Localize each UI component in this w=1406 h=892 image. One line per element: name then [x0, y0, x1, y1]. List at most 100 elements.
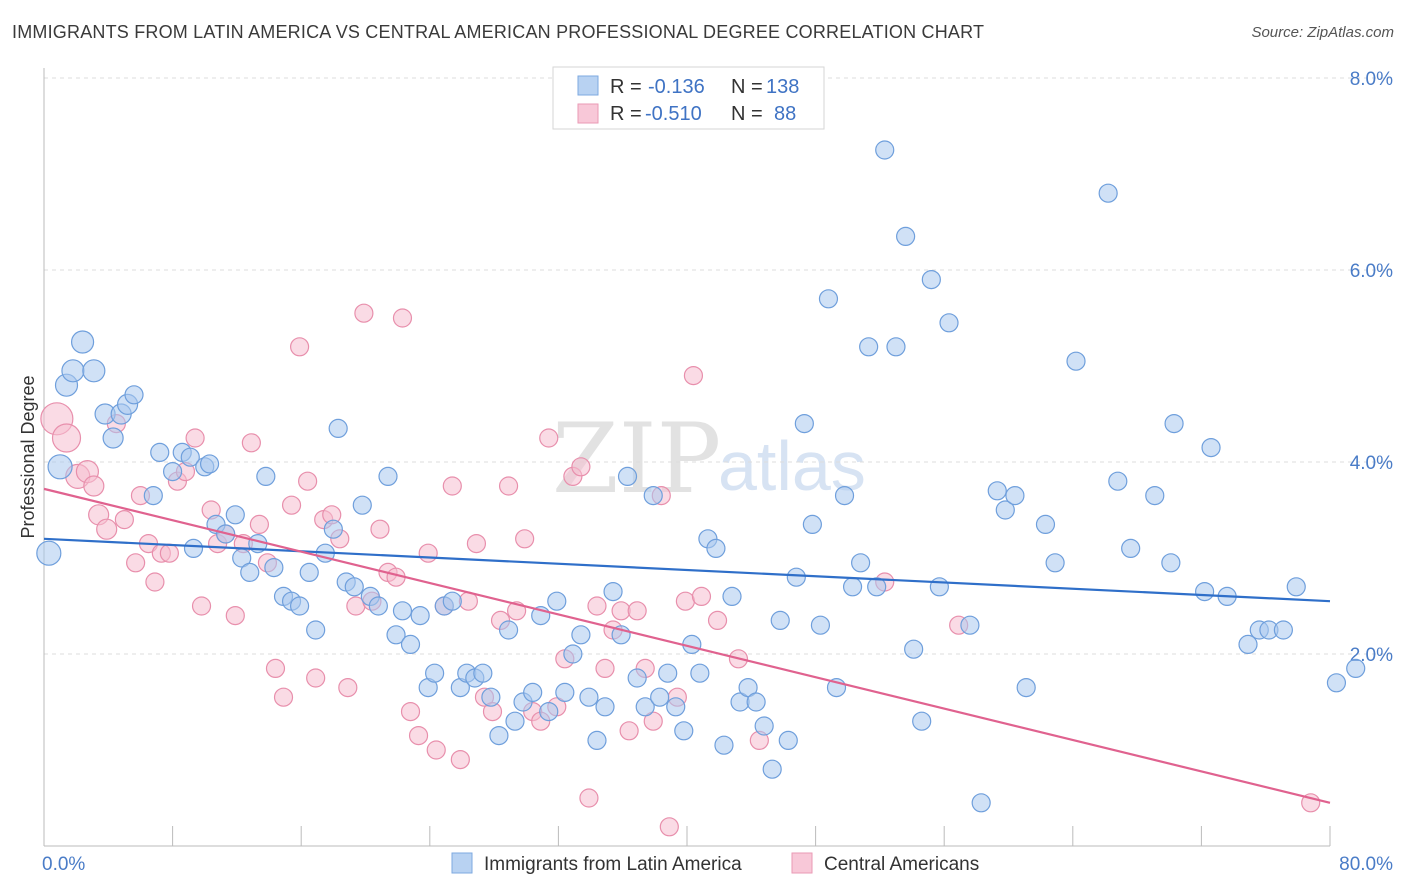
- point-latin-america-98: [842, 577, 863, 597]
- point-latin-america-86: [746, 692, 766, 712]
- point-latin-america-103: [886, 337, 906, 357]
- point-latin-america-110: [960, 615, 980, 635]
- point-central-americans-12: [145, 572, 165, 592]
- point-latin-america-13: [163, 462, 183, 482]
- point-central-americans-8: [114, 509, 134, 530]
- point-latin-america-52: [473, 663, 493, 683]
- trend-line-central-americans: [43, 487, 1331, 804]
- point-latin-america-91: [786, 567, 806, 587]
- point-latin-america-74: [650, 687, 670, 707]
- point-latin-america-60: [539, 701, 559, 722]
- bottom-legend-swatch-pink: [791, 852, 813, 874]
- point-latin-america-132: [1286, 577, 1306, 597]
- point-latin-america-124: [1164, 414, 1184, 434]
- point-central-americans-70: [611, 601, 631, 621]
- point-latin-america-99: [851, 553, 871, 573]
- point-latin-america-67: [595, 697, 615, 717]
- trend-lines: [43, 487, 1331, 804]
- watermark: ZIP atlas: [552, 403, 866, 515]
- bottom-legend-label-pink: Central Americans: [824, 854, 979, 875]
- point-latin-america-42: [392, 601, 413, 621]
- point-latin-america-95: [818, 289, 839, 309]
- point-latin-america-40: [378, 466, 398, 486]
- point-central-americans-74: [643, 711, 663, 731]
- trend-line-latin-america: [43, 537, 1331, 603]
- point-latin-america-114: [1005, 486, 1025, 506]
- point-central-americans-80: [691, 586, 712, 607]
- point-latin-america-82: [714, 735, 734, 755]
- point-latin-america-76: [666, 697, 686, 717]
- point-latin-america-112: [987, 481, 1007, 501]
- point-latin-america-111: [971, 793, 991, 813]
- point-central-americans-79: [683, 366, 704, 386]
- legend: R = -0.136 N = 138 R = -0.510 N = 88: [552, 66, 825, 130]
- point-latin-america-119: [1098, 183, 1118, 203]
- point-latin-america-85: [738, 677, 758, 698]
- point-latin-america-53: [481, 687, 501, 707]
- point-central-americans-81: [707, 610, 728, 631]
- point-central-americans-56: [498, 476, 519, 496]
- point-latin-america-15: [180, 447, 200, 467]
- point-latin-america-116: [1035, 514, 1056, 535]
- legend-r-label-pink: R =: [610, 103, 642, 125]
- point-central-americans-30: [289, 337, 310, 357]
- point-central-americans-44: [400, 701, 421, 722]
- point-latin-america-123: [1161, 553, 1181, 573]
- point-latin-america-101: [867, 577, 887, 597]
- legend-n-value-pink: 88: [774, 103, 796, 125]
- point-central-americans-45: [408, 725, 429, 746]
- x-tick-label-min: 0.0%: [42, 854, 85, 875]
- y-tick-label-8: 8.0%: [1350, 69, 1393, 90]
- point-latin-america-105: [904, 639, 924, 659]
- point-latin-america-90: [778, 730, 798, 751]
- point-latin-america-33: [323, 519, 343, 539]
- point-latin-america-3: [61, 359, 85, 383]
- point-latin-america-39: [368, 596, 388, 616]
- bottom-legend: Immigrants from Latin America Central Am…: [451, 852, 979, 875]
- point-central-americans-22: [225, 605, 245, 626]
- point-latin-america-46: [425, 663, 445, 683]
- point-central-americans-36: [338, 677, 358, 698]
- point-latin-america-36: [344, 577, 364, 597]
- point-latin-america-104: [896, 226, 916, 246]
- chart-title: IMMIGRANTS FROM LATIN AMERICA VS CENTRAL…: [12, 22, 985, 42]
- axes: [43, 68, 1331, 847]
- point-latin-america-128: [1238, 634, 1258, 655]
- point-central-americans-71: [619, 721, 639, 741]
- bottom-legend-label-blue: Immigrants from Latin America: [484, 854, 742, 875]
- point-central-americans-72: [627, 601, 647, 621]
- point-latin-america-117: [1045, 553, 1065, 573]
- legend-swatch-pink: [577, 103, 599, 124]
- point-latin-america-115: [1016, 677, 1036, 698]
- point-latin-america-83: [722, 586, 742, 607]
- y-tick-label-6: 6.0%: [1350, 261, 1393, 282]
- point-latin-america-92: [794, 414, 814, 434]
- y-tick-label-4: 4.0%: [1350, 453, 1393, 474]
- point-central-americans-1: [51, 423, 82, 453]
- point-latin-america-5: [82, 359, 106, 383]
- point-latin-america-70: [617, 466, 638, 486]
- point-latin-america-18: [199, 454, 220, 474]
- point-latin-america-122: [1145, 486, 1165, 506]
- point-latin-america-56: [505, 711, 525, 731]
- point-latin-america-107: [921, 270, 941, 290]
- point-latin-america-55: [498, 620, 519, 640]
- point-latin-america-48: [442, 591, 462, 611]
- point-central-americans-32: [306, 668, 326, 688]
- point-latin-america-120: [1108, 471, 1128, 491]
- point-central-americans-17: [185, 428, 205, 448]
- legend-swatch-blue: [577, 75, 599, 96]
- point-latin-america-63: [563, 644, 583, 664]
- point-central-americans-76: [659, 817, 679, 837]
- point-latin-america-29: [289, 596, 310, 616]
- point-central-americans-38: [354, 303, 374, 323]
- point-central-americans-29: [281, 495, 302, 515]
- point-central-americans-25: [249, 514, 270, 535]
- legend-n-value-blue: 138: [766, 76, 799, 98]
- point-central-americans-49: [442, 476, 462, 496]
- bottom-legend-swatch-blue: [451, 852, 473, 874]
- point-central-americans-24: [241, 433, 261, 453]
- point-latin-america-1: [47, 454, 73, 480]
- point-central-americans-61: [539, 428, 559, 448]
- x-tick-labels: 0.0% 80.0%: [42, 854, 1393, 875]
